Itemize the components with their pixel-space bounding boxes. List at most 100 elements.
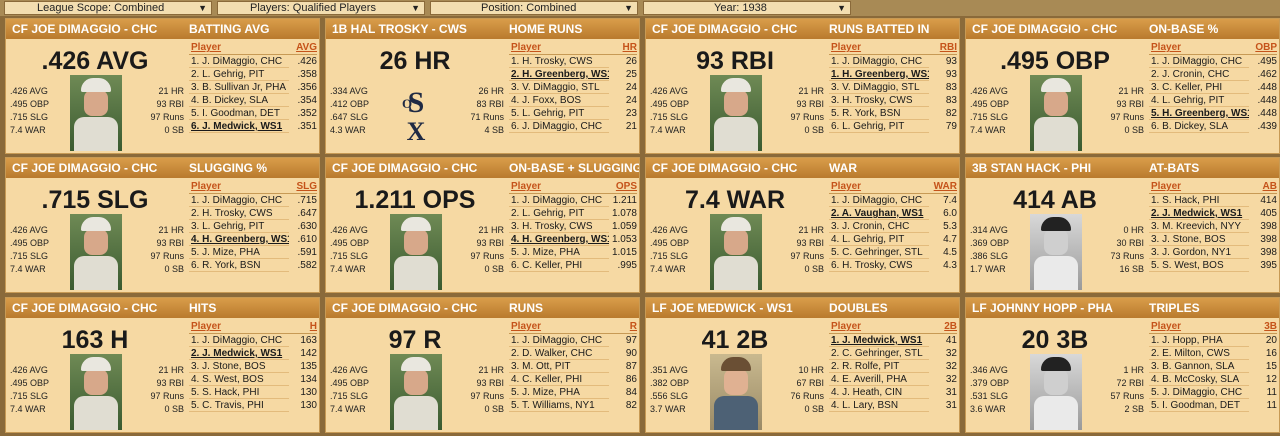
leader-row[interactable]: 2. C. Gehringer, STL 32 xyxy=(829,347,957,360)
leader-player-name[interactable]: 3B STAN HACK - PHI xyxy=(972,161,1092,175)
leader-row[interactable]: 2. H. Trosky, CWS .647 xyxy=(189,207,317,220)
leader-row[interactable]: 1. J. DiMaggio, CHC 97 xyxy=(509,334,637,347)
leader-row[interactable]: 4. L. Gehrig, PIT .448 xyxy=(1149,94,1277,107)
player-column-header[interactable]: Player xyxy=(511,42,542,53)
leader-row[interactable]: 1. J. Hopp, PHA 20 xyxy=(1149,334,1277,347)
leader-row[interactable]: 1. J. DiMaggio, CHC 1.211 xyxy=(509,194,637,207)
player-column-header[interactable]: Player xyxy=(1151,181,1182,192)
player-column-header[interactable]: Player xyxy=(511,181,542,192)
leader-card[interactable]: LF JOHNNY HOPP - PHA TRIPLES 20 3B .346 AVG… xyxy=(965,297,1280,433)
stat-column-header[interactable]: AB xyxy=(1262,181,1277,192)
position-dropdown[interactable]: Position: Combined ▼ xyxy=(430,1,638,15)
leader-row[interactable]: 5. J. Mize, PHA 1.015 xyxy=(509,246,637,259)
leader-row[interactable]: 3. C. Keller, PHI .448 xyxy=(1149,81,1277,94)
stat-column-header[interactable]: H xyxy=(309,321,317,332)
leader-row[interactable]: 5. J. DiMaggio, CHC 11 xyxy=(1149,386,1277,399)
leader-row[interactable]: 1. J. Medwick, WS1 41 xyxy=(829,334,957,347)
stat-column-header[interactable]: SLG xyxy=(296,181,317,192)
player-column-header[interactable]: Player xyxy=(1151,321,1182,332)
stat-column-header[interactable]: 3B xyxy=(1264,321,1277,332)
leader-row[interactable]: 1. S. Hack, PHI 414 xyxy=(1149,194,1277,207)
player-column-header[interactable]: Player xyxy=(831,321,862,332)
leader-row[interactable]: 2. D. Walker, CHC 90 xyxy=(509,347,637,360)
leader-player-name[interactable]: CF JOE DIMAGGIO - CHC xyxy=(332,161,478,175)
leader-row[interactable]: 4. L. Lary, BSN 31 xyxy=(829,399,957,412)
leader-row[interactable]: 2. A. Vaughan, WS1 6.0 xyxy=(829,207,957,220)
leader-row[interactable]: 6. C. Keller, PHI .995 xyxy=(509,259,637,272)
leader-row[interactable]: 1. J. DiMaggio, CHC 93 xyxy=(829,55,957,68)
leader-row[interactable]: 3. V. DiMaggio, STL 83 xyxy=(829,81,957,94)
leader-row[interactable]: 5. I. Goodman, DET 11 xyxy=(1149,399,1277,412)
stat-column-header[interactable]: R xyxy=(629,321,637,332)
leader-row[interactable]: 5. R. York, BSN 82 xyxy=(829,107,957,120)
leader-row[interactable]: 5. L. Gehrig, PIT 23 xyxy=(509,107,637,120)
leader-row[interactable]: 2. L. Gehrig, PIT 1.078 xyxy=(509,207,637,220)
year-dropdown[interactable]: Year: 1938 ▼ xyxy=(643,1,851,15)
leader-row[interactable]: 4. E. Averill, PHA 32 xyxy=(829,373,957,386)
player-column-header[interactable]: Player xyxy=(511,321,542,332)
leader-player-name[interactable]: CF JOE DIMAGGIO - CHC xyxy=(972,22,1118,36)
leader-row[interactable]: 2. E. Milton, CWS 16 xyxy=(1149,347,1277,360)
stat-column-header[interactable]: OBP xyxy=(1255,42,1277,53)
leader-card[interactable]: CF JOE DIMAGGIO - CHC RUNS 97 R .426 AVG .49… xyxy=(325,297,640,433)
leader-row[interactable]: 5. C. Gehringer, STL 4.5 xyxy=(829,246,957,259)
leader-row[interactable]: 2. J. Medwick, WS1 405 xyxy=(1149,207,1277,220)
leader-card[interactable]: 3B STAN HACK - PHI AT-BATS 414 AB .314 AVG.… xyxy=(965,157,1280,293)
player-column-header[interactable]: Player xyxy=(831,181,862,192)
leader-row[interactable]: 3. B. Sullivan Jr, PHA .356 xyxy=(189,81,317,94)
leader-player-name[interactable]: CF JOE DIMAGGIO - CHC xyxy=(652,22,798,36)
leader-row[interactable]: 5. J. Mize, PHA 84 xyxy=(509,386,637,399)
leader-row[interactable]: 6. H. Trosky, CWS 4.3 xyxy=(829,259,957,272)
leader-row[interactable]: 5. C. Travis, PHI 130 xyxy=(189,399,317,412)
stat-column-header[interactable]: HR xyxy=(622,42,637,53)
leader-row[interactable]: 2. J. Medwick, WS1 142 xyxy=(189,347,317,360)
leader-row[interactable]: 3. J. Stone, BOS 135 xyxy=(189,360,317,373)
leader-row[interactable]: 4. H. Greenberg, WS1 1.053 xyxy=(509,233,637,246)
leader-card[interactable]: LF JOE MEDWICK - WS1 DOUBLES 41 2B .351 AVG… xyxy=(645,297,960,433)
leader-row[interactable]: 5. S. West, BOS 395 xyxy=(1149,259,1277,272)
leader-row[interactable]: 4. B. McCosky, SLA 12 xyxy=(1149,373,1277,386)
leader-row[interactable]: 4. J. Foxx, BOS 24 xyxy=(509,94,637,107)
player-column-header[interactable]: Player xyxy=(191,181,222,192)
leader-card[interactable]: CF JOE DIMAGGIO - CHC WAR 7.4 WAR .426 AVG.… xyxy=(645,157,960,293)
leader-row[interactable]: 6. L. Gehrig, PIT 79 xyxy=(829,120,957,133)
leader-card[interactable]: CF JOE DIMAGGIO - CHC RUNS BATTED IN 93 RB… xyxy=(645,18,960,154)
leader-card[interactable]: CF JOE DIMAGGIO - CHC ON-BASE + SLUGGING 1… xyxy=(325,157,640,293)
stat-column-header[interactable]: RBI xyxy=(939,42,957,53)
league-scope-dropdown[interactable]: League Scope: Combined ▼ xyxy=(4,1,212,15)
leader-card[interactable]: CF JOE DIMAGGIO - CHC HITS 163 H .426 AVG .4… xyxy=(5,297,320,433)
leader-row[interactable]: 2. R. Rolfe, PIT 32 xyxy=(829,360,957,373)
leader-row[interactable]: 4. J. Heath, CIN 31 xyxy=(829,386,957,399)
leader-card[interactable]: CF JOE DIMAGGIO - CHC BATTING AVG .426 AVG… xyxy=(5,18,320,154)
player-column-header[interactable]: Player xyxy=(1151,42,1182,53)
leader-row[interactable]: 6. B. Dickey, SLA .439 xyxy=(1149,120,1277,133)
leader-row[interactable]: 2. L. Gehrig, PIT .358 xyxy=(189,68,317,81)
leader-row[interactable]: 4. H. Greenberg, WS1.610 xyxy=(189,233,317,246)
leader-player-name[interactable]: CF JOE DIMAGGIO - CHC xyxy=(12,22,158,36)
leader-row[interactable]: 5. S. Hack, PHI 130 xyxy=(189,386,317,399)
leader-row[interactable]: 4. L. Gehrig, PIT 4.7 xyxy=(829,233,957,246)
player-column-header[interactable]: Player xyxy=(831,42,862,53)
leader-row[interactable]: 4. B. Dickey, SLA .354 xyxy=(189,94,317,107)
player-column-header[interactable]: Player xyxy=(191,321,222,332)
leader-player-name[interactable]: CF JOE DIMAGGIO - CHC xyxy=(12,301,158,315)
leader-row[interactable]: 3. V. DiMaggio, STL 24 xyxy=(509,81,637,94)
leader-row[interactable]: 3. J. Gordon, NY1 398 xyxy=(1149,246,1277,259)
stat-column-header[interactable]: WAR xyxy=(933,181,957,192)
leader-player-name[interactable]: LF JOHNNY HOPP - PHA xyxy=(972,301,1113,315)
leader-row[interactable]: 3. J. Stone, BOS 398 xyxy=(1149,233,1277,246)
leader-row[interactable]: 4. C. Keller, PHI 86 xyxy=(509,373,637,386)
leader-card[interactable]: CF JOE DIMAGGIO - CHC SLUGGING % .715 SLG.… xyxy=(5,157,320,293)
leader-row[interactable]: 5. H. Greenberg, WS1.448 xyxy=(1149,107,1277,120)
leader-player-name[interactable]: CF JOE DIMAGGIO - CHC xyxy=(12,161,158,175)
leader-row[interactable]: 1. J. DiMaggio, CHC 163 xyxy=(189,334,317,347)
leader-row[interactable]: 3. M. Kreevich, NYY 398 xyxy=(1149,220,1277,233)
leader-player-name[interactable]: 1B HAL TROSKY - CWS xyxy=(332,22,467,36)
leader-player-name[interactable]: CF JOE DIMAGGIO - CHC xyxy=(332,301,478,315)
leader-row[interactable]: 2. H. Greenberg, WS1 25 xyxy=(509,68,637,81)
stat-column-header[interactable]: AVG xyxy=(296,42,317,53)
leader-row[interactable]: 6. J. DiMaggio, CHC 21 xyxy=(509,120,637,133)
leader-card[interactable]: 1B HAL TROSKY - CWS HOME RUNS 26 HR S O X .334… xyxy=(325,18,640,154)
stat-column-header[interactable]: 2B xyxy=(944,321,957,332)
leader-row[interactable]: 3. B. Gannon, SLA 15 xyxy=(1149,360,1277,373)
